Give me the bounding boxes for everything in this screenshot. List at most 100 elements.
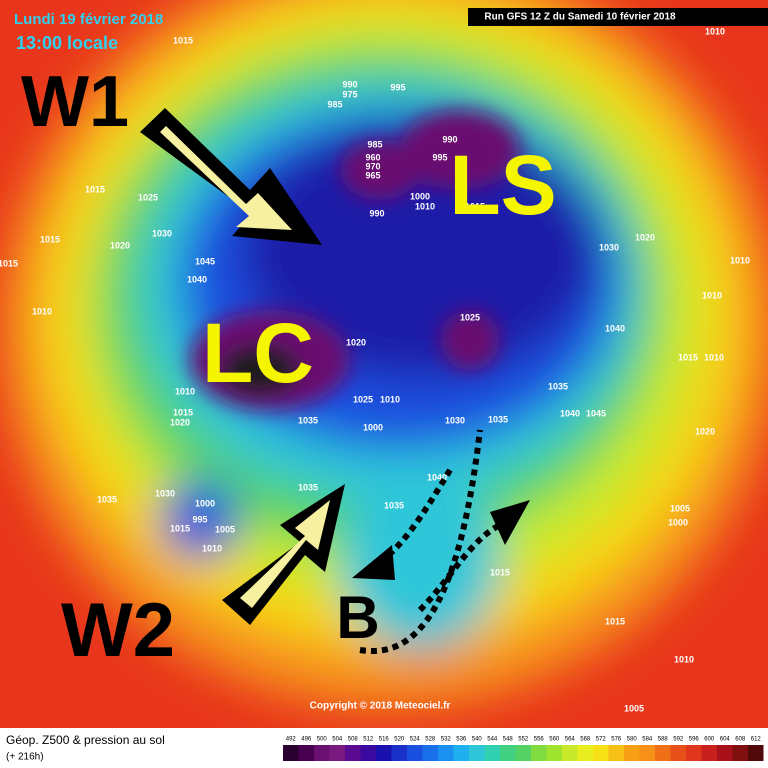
colorbar-label: 508 bbox=[348, 737, 359, 743]
troughs bbox=[190, 110, 520, 410]
colorbar-swatch bbox=[515, 745, 531, 761]
isobar-label: 1000 bbox=[410, 191, 430, 201]
colorbar-label: 576 bbox=[611, 737, 622, 743]
isobar-label: 1035 bbox=[384, 500, 404, 510]
arrowhead-b-east bbox=[490, 500, 530, 545]
colorbar-label: 520 bbox=[394, 737, 405, 743]
isobar-label: 1010 bbox=[674, 654, 694, 664]
colorbar-swatch bbox=[593, 745, 609, 761]
colorbar-label: 516 bbox=[379, 737, 390, 743]
colorbar-swatch bbox=[639, 745, 655, 761]
colorbar-label: 600 bbox=[704, 737, 715, 743]
colorbar-label: 592 bbox=[673, 737, 684, 743]
colorbar-swatch bbox=[391, 745, 407, 761]
isobar-label: 1020 bbox=[635, 232, 655, 242]
isobar-label: 1020 bbox=[170, 417, 190, 427]
footer-title: Géop. Z500 & pression au sol bbox=[6, 733, 165, 747]
isobar-label: 1040 bbox=[427, 472, 447, 482]
colorbar-label: 524 bbox=[410, 737, 421, 743]
isobar-label: 975 bbox=[342, 89, 357, 99]
colorbar-swatch bbox=[407, 745, 423, 761]
colorbar-label: 568 bbox=[580, 737, 591, 743]
colorbar-label: 580 bbox=[627, 737, 638, 743]
colorbar-label: 540 bbox=[472, 737, 483, 743]
isobar-label: 1025 bbox=[353, 394, 373, 404]
isobar-label: 1005 bbox=[624, 703, 644, 713]
isobar-label: 990 bbox=[369, 208, 384, 218]
colorbar-swatch bbox=[546, 745, 562, 761]
colorbar-swatch bbox=[469, 745, 485, 761]
isobar-label: 1010 bbox=[730, 255, 750, 265]
label-w1: W1 bbox=[21, 62, 129, 142]
arrowhead-b-west bbox=[352, 545, 395, 580]
label-w2: W2 bbox=[61, 588, 175, 673]
label-lc: LC bbox=[202, 306, 314, 400]
isobar-label: 1040 bbox=[560, 408, 580, 418]
isobar-label: 1010 bbox=[702, 290, 722, 300]
colorbar-swatch bbox=[438, 745, 454, 761]
isobar-label: 1015 bbox=[85, 184, 105, 194]
colorbar-label: 500 bbox=[317, 737, 328, 743]
isobar-label: 970 bbox=[365, 161, 380, 171]
colorbar-swatch bbox=[655, 745, 671, 761]
isobar-label: 1040 bbox=[605, 323, 625, 333]
isobar-label: 1010 bbox=[705, 26, 725, 36]
colorbar-label: 604 bbox=[720, 737, 731, 743]
dotted-path-east bbox=[359, 429, 483, 655]
isobar-label: 1005 bbox=[670, 503, 690, 513]
isobar-label: 1000 bbox=[668, 517, 688, 527]
isobar-label: 1015 bbox=[605, 616, 625, 626]
time: 13:00 locale bbox=[16, 33, 118, 53]
arrow-w1 bbox=[140, 108, 322, 245]
isobar-label: 1010 bbox=[415, 201, 435, 211]
colorbar-label: 504 bbox=[332, 737, 343, 743]
isobar-label: 1015 bbox=[173, 35, 193, 45]
isobar-label: 1025 bbox=[460, 312, 480, 322]
copyright: Copyright © 2018 Meteociel.fr bbox=[310, 701, 451, 712]
isobar-label: 1005 bbox=[215, 524, 235, 534]
isobar-label: 1010 bbox=[380, 394, 400, 404]
colorbar-label: 564 bbox=[565, 737, 576, 743]
colorbar-label: 536 bbox=[456, 737, 467, 743]
colorbar-label: 512 bbox=[363, 737, 374, 743]
isobar-labels: 1015990975985995990995985960970965100010… bbox=[0, 26, 750, 713]
isobar-label: 1000 bbox=[363, 422, 383, 432]
isobar-label: 990 bbox=[342, 79, 357, 89]
colorbar-label: 496 bbox=[301, 737, 312, 743]
isobar-label: 1035 bbox=[97, 494, 117, 504]
isobar-label: 1010 bbox=[32, 306, 52, 316]
colorbar-swatch bbox=[562, 745, 578, 761]
colorbar: 492 496 500 504 508 512 516 520 524 528 532 536 540 5… bbox=[283, 737, 764, 761]
colorbar-label: 548 bbox=[503, 737, 514, 743]
colorbar-swatch bbox=[298, 745, 314, 761]
colorbar-label: 556 bbox=[534, 737, 545, 743]
colorbar-swatch bbox=[624, 745, 640, 761]
isobar-label: 1030 bbox=[155, 488, 175, 498]
dotted-path-b bbox=[417, 522, 502, 613]
colorbar-swatch bbox=[701, 745, 717, 761]
isobar-label: 965 bbox=[365, 170, 380, 180]
run-info: Run GFS 12 Z du Samedi 10 février 2018 bbox=[484, 12, 676, 23]
label-b: B bbox=[336, 584, 379, 651]
colorbar-swatch bbox=[314, 745, 330, 761]
isobar-label: 1035 bbox=[298, 415, 318, 425]
colorbar-label: 532 bbox=[441, 737, 452, 743]
isobar-label: 995 bbox=[192, 514, 207, 524]
arrow-w2-inner bbox=[240, 500, 330, 608]
isobar-label: 990 bbox=[442, 134, 457, 144]
colorbar-label: 612 bbox=[751, 737, 762, 743]
isobar-label: 1030 bbox=[445, 415, 465, 425]
colorbar-label: 588 bbox=[658, 737, 669, 743]
colorbar-swatch bbox=[422, 745, 438, 761]
isobar-label: 1010 bbox=[704, 352, 724, 362]
footer-lead: (+ 216h) bbox=[6, 752, 44, 763]
label-ls: LS bbox=[449, 138, 556, 232]
isobar-label: 1025 bbox=[138, 192, 158, 202]
isobar-label: 1015 bbox=[173, 407, 193, 417]
isobar-label: 985 bbox=[327, 99, 342, 109]
isobar-label: 1045 bbox=[586, 408, 606, 418]
isobar-label: 1015 bbox=[465, 201, 485, 211]
isobar-label: 1035 bbox=[548, 381, 568, 391]
isobar-label: 1020 bbox=[110, 240, 130, 250]
